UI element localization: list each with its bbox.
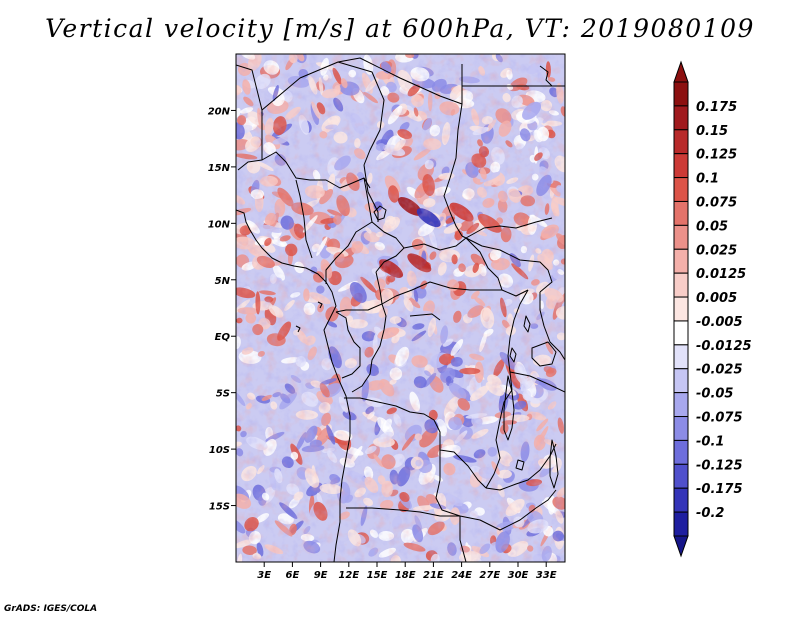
coastline-west-africa [236, 209, 351, 562]
colorbar-label: 0.075 [696, 195, 737, 210]
colorbar-segment [673, 463, 689, 489]
colorbar-label: 0.125 [696, 148, 737, 163]
chart-title: Vertical velocity [m/s] at 600hPa, VT: 2… [45, 14, 755, 43]
red-sea-coast [539, 65, 553, 87]
colorbar-segment [673, 368, 689, 394]
border-zambia-south [459, 489, 557, 531]
border-mauritania-mali [236, 64, 263, 171]
lon-tick-label: 15E [367, 570, 388, 581]
lat-tick-label: 15N [208, 163, 231, 174]
longitude-axis: 3E 6E 9E 12E 15E 18E 21E 24E 27E 30E 33E [257, 562, 557, 581]
latitude-axis: 20N 15N 10N 5N EQ 5S 10S 15S [208, 106, 236, 513]
colorbar-label: 0.0125 [696, 267, 746, 282]
lake-albert [523, 315, 531, 333]
border-nigeria-cameroon [325, 177, 373, 284]
border-congo-gabon [335, 311, 361, 379]
colorbar-segment [673, 487, 689, 513]
lon-tick-label: 24E [451, 570, 472, 581]
colorbar-segment [673, 439, 689, 465]
colorbar-label: -0.025 [696, 363, 743, 378]
credit-label: GrADS: IGES/COLA [4, 604, 98, 614]
lat-tick-label: 10N [208, 219, 231, 230]
colorbar-label: -0.1 [696, 434, 724, 449]
colorbar-segment [673, 105, 689, 131]
colorbar-label: 0.025 [696, 243, 737, 258]
lon-tick-label: 3E [257, 570, 271, 581]
lake-malawi [549, 439, 559, 489]
lake-kivu [509, 347, 517, 363]
border-tanzania [509, 371, 565, 393]
map-frame [235, 53, 566, 563]
colorbar-segment [673, 248, 689, 274]
colorbar-label: -0.05 [696, 387, 733, 402]
colorbar-segment [673, 416, 689, 441]
colorbar-bottom-arrow [673, 535, 689, 558]
lon-tick-label: 12E [338, 570, 359, 581]
field-layer [236, 54, 565, 562]
lat-tick-label: 10S [209, 445, 230, 456]
border-chad-sudan [443, 103, 463, 237]
lat-tick-label: EQ [215, 332, 231, 343]
colorbar-label: 0.05 [696, 219, 728, 234]
country-borders [236, 57, 565, 562]
colorbar-label: 0.005 [696, 291, 737, 306]
colorbar-segment [673, 129, 689, 155]
border-cameroon-car [335, 271, 383, 313]
colorbar-top-arrow [673, 60, 689, 83]
lon-tick-label: 27E [479, 570, 500, 581]
gulf-of-guinea-islands [295, 301, 441, 333]
colorbar-segment [673, 177, 689, 202]
border-angola-namibia [346, 507, 460, 517]
border-angola-zambia [435, 450, 461, 517]
colorbar-label: 0.1 [696, 172, 719, 187]
lake-tanganyika [503, 375, 515, 441]
colorbar-segment [673, 320, 689, 346]
colorbar-segment [673, 272, 689, 298]
colorbar: 0.175 0.15 0.125 0.1 0.075 0.05 0.025 0.0125 0.0… [673, 60, 752, 558]
lat-tick-label: 5S [216, 389, 230, 400]
lat-tick-label: 20N [208, 106, 231, 117]
colorbar-segment [673, 224, 689, 250]
colorbar-label: 0.175 [696, 100, 737, 115]
lon-tick-label: 21E [423, 570, 444, 581]
colorbar-label: -0.125 [696, 458, 743, 473]
colorbar-segment [673, 511, 689, 537]
lon-tick-label: 6E [286, 570, 300, 581]
lake-mweru [515, 459, 525, 471]
border-mali-niger [261, 61, 385, 166]
lon-tick-label: 9E [314, 570, 328, 581]
lat-tick-label: 15S [209, 502, 230, 513]
colorbar-label: 0.15 [696, 124, 728, 139]
colorbar-label: -0.0125 [696, 339, 752, 354]
colorbar-label: -0.075 [696, 411, 743, 426]
border-namibia-botswana [459, 516, 467, 562]
border-sudan-ethiopia [461, 235, 553, 293]
border-congo-drc [351, 303, 387, 393]
lat-tick-label: 5N [215, 276, 231, 287]
border-nigeria-niger [295, 179, 313, 259]
border-sudan-south-sudan [465, 217, 553, 239]
colorbar-segment [673, 296, 689, 322]
colorbar-segment [673, 200, 689, 226]
colorbar-segment [673, 392, 689, 418]
colorbar-segment [673, 81, 689, 107]
border-libya-chad [337, 57, 463, 105]
colorbar-segment [673, 153, 689, 179]
lake-chad [373, 205, 387, 221]
colorbar-label: -0.175 [696, 482, 743, 497]
border-car-drc [381, 281, 529, 305]
lon-tick-label: 33E [536, 570, 557, 581]
border-burkina-niger-benin [261, 151, 371, 189]
colorbar-label: -0.2 [696, 506, 724, 521]
colorbar-label: -0.005 [696, 315, 743, 330]
border-drc-angola [344, 397, 487, 489]
lon-tick-label: 30E [508, 570, 529, 581]
colorbar-segment [673, 344, 689, 370]
lake-victoria [531, 341, 557, 367]
border-east-africa [539, 292, 565, 361]
lon-tick-label: 18E [395, 570, 416, 581]
border-chad-niger [363, 164, 379, 222]
